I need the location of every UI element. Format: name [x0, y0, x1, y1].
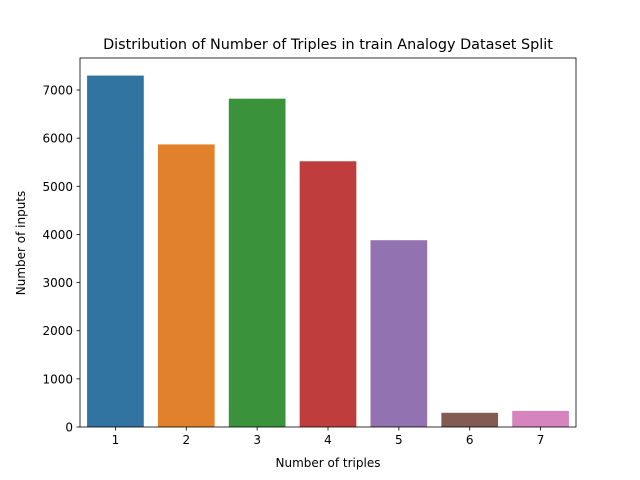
bar-6: [441, 412, 499, 427]
plot-frame: [79, 57, 577, 428]
chart-title: Distribution of Number of Triples in tra…: [103, 37, 553, 53]
x-axis-ticks: 1 2 3 4 5 6 7: [112, 427, 545, 447]
x-tick-label: 7: [537, 433, 545, 447]
y-axis-label: Number of inputs: [14, 191, 28, 296]
bar-5: [370, 240, 428, 427]
bar-4: [299, 161, 357, 427]
x-tick-label: 3: [253, 433, 261, 447]
x-tick-label: 4: [324, 433, 332, 447]
bar-2: [157, 144, 215, 428]
y-axis-ticks: 0 1000 2000 3000 4000 5000 6000 7000: [42, 84, 80, 435]
x-axis-label: Number of triples: [276, 456, 381, 470]
x-tick-label: 5: [395, 433, 403, 447]
bar-3: [228, 98, 286, 427]
y-tick-label: 7000: [42, 84, 73, 98]
x-tick-label: 1: [112, 433, 120, 447]
y-tick-label: 5000: [42, 180, 73, 194]
bar-7: [512, 410, 569, 427]
y-tick-label: 4000: [42, 228, 73, 242]
y-tick-label: 6000: [42, 132, 73, 146]
y-tick-label: 3000: [42, 276, 73, 290]
y-tick-label: 0: [65, 421, 73, 435]
x-tick-label: 2: [182, 433, 190, 447]
y-tick-label: 2000: [42, 324, 73, 338]
y-tick-label: 1000: [42, 372, 73, 386]
bar-1: [87, 75, 144, 428]
bars-group: [87, 75, 569, 428]
x-tick-label: 6: [466, 433, 474, 447]
